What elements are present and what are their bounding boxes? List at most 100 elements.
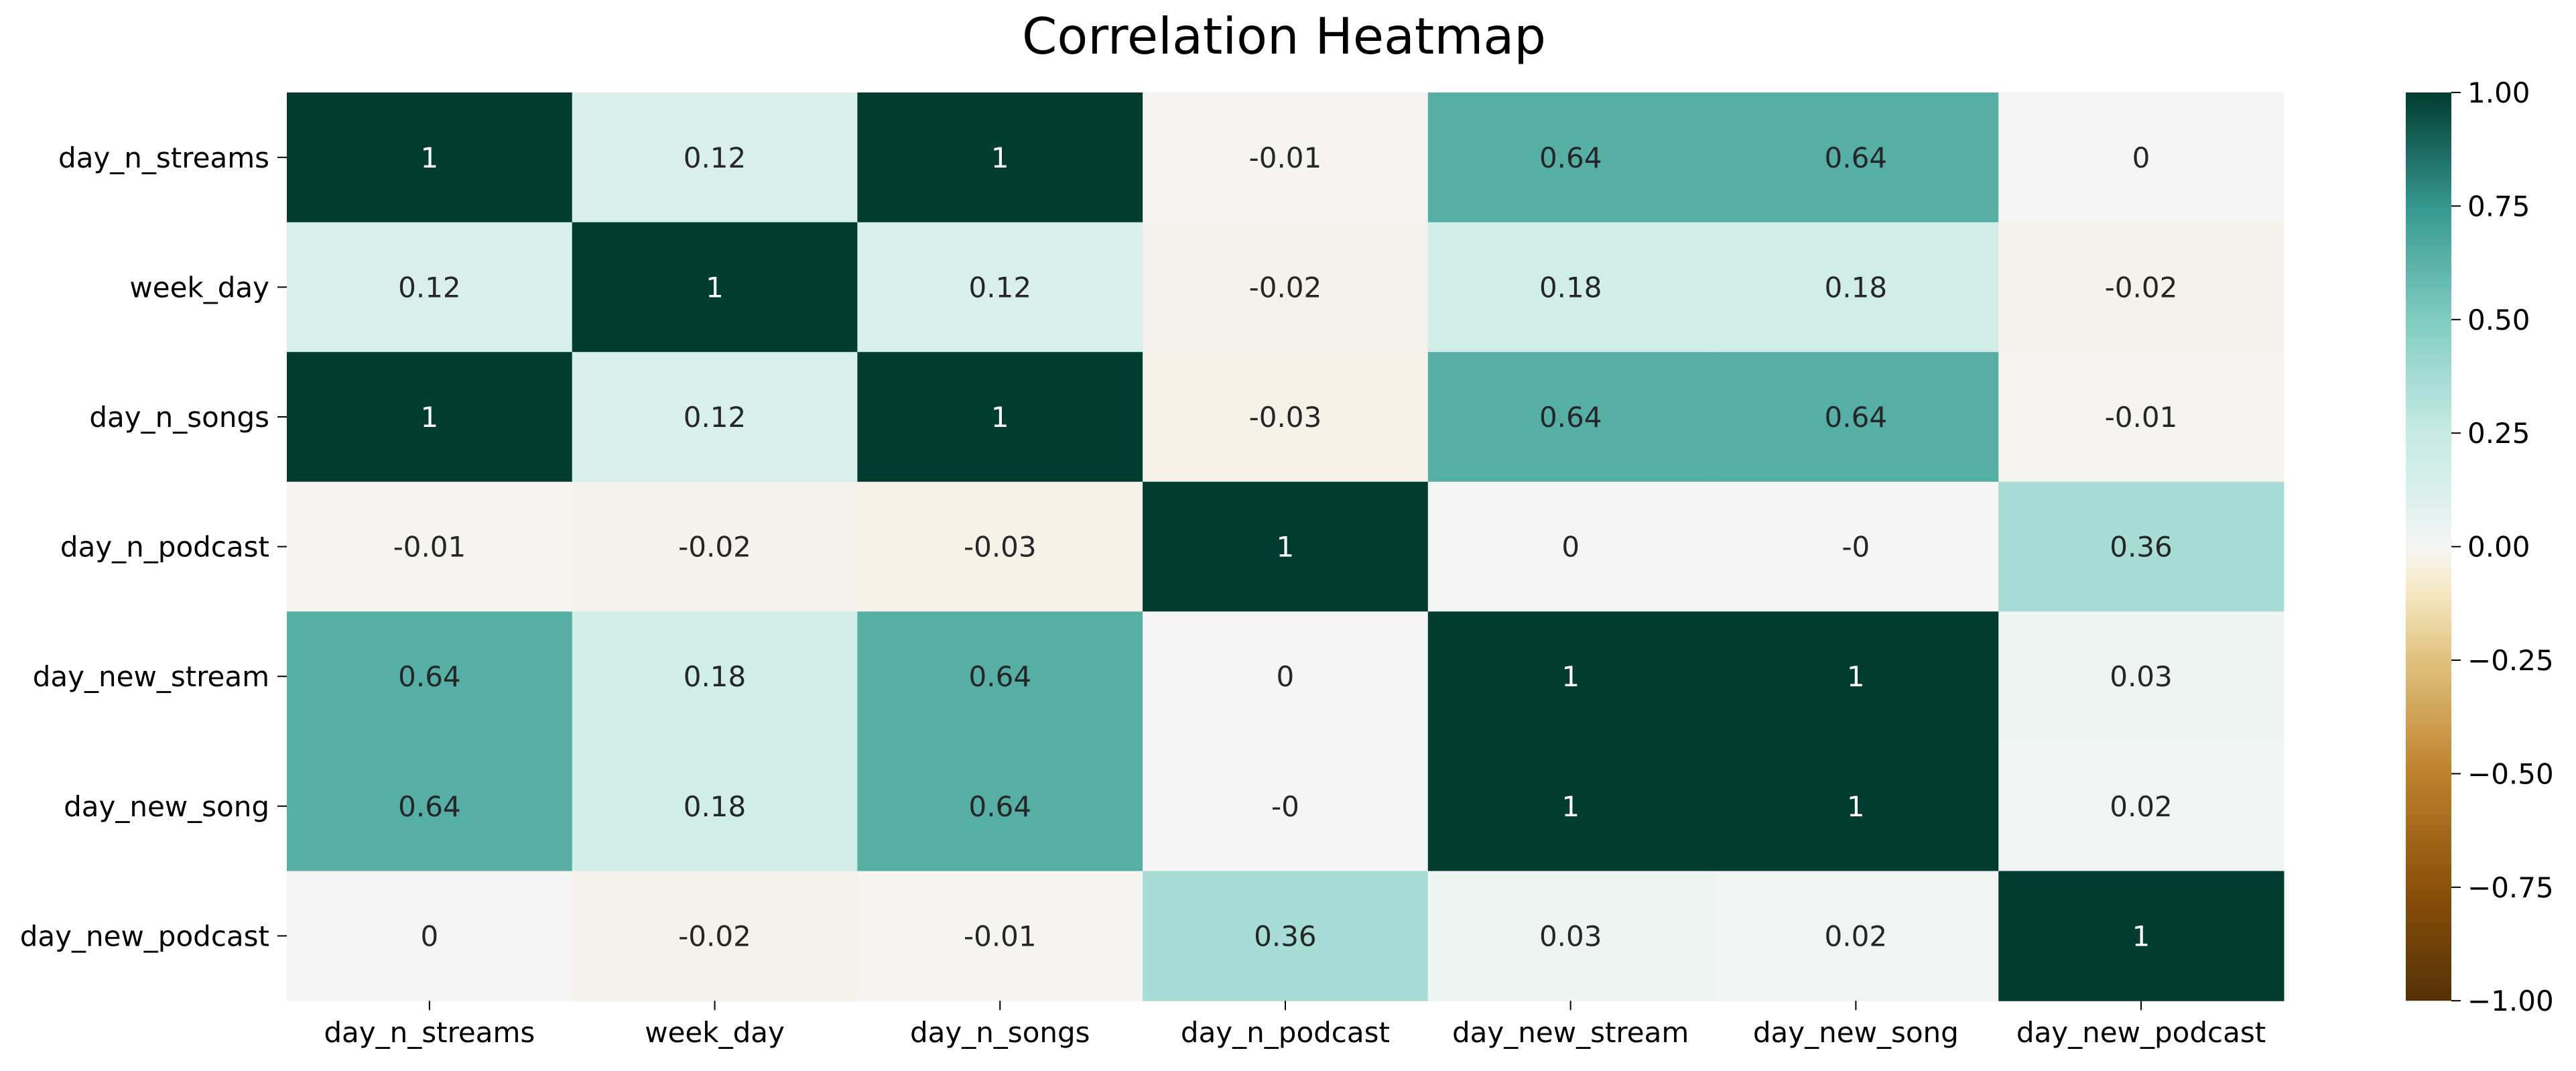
heatmap-cell-r2-c5 <box>1713 352 1999 483</box>
heatmap-cells: 1 0.12 1 -0.01 0.64 0.64 0 0.12 1 0.12 -0.02 0.18 0.… <box>287 92 2284 1001</box>
heatmap-cell-r3-c3 <box>1143 481 1429 612</box>
chart-title: Correlation Heatmap <box>1022 7 1546 66</box>
heatmap-cell-label-r6-c3: 0.36 <box>1254 920 1317 952</box>
heatmap-cell-label-r6-c0: 0 <box>421 920 439 952</box>
heatmap-cell-r1-c2 <box>857 222 1143 353</box>
heatmap-cell-label-r5-c5: 1 <box>1847 790 1865 823</box>
column-tick-label-day_n_podcast: day_n_podcast <box>1181 1016 1390 1049</box>
heatmap-cell-r1-c0 <box>287 222 573 353</box>
heatmap-cell-label-r6-c6: 1 <box>2132 920 2150 952</box>
heatmap-cell-r6-c1 <box>572 871 858 1001</box>
heatmap-cell-r5-c2 <box>857 741 1143 872</box>
row-tick-label-day_new_stream: day_new_stream <box>33 660 269 693</box>
heatmap-cell-label-r0-c2: 1 <box>991 141 1009 174</box>
heatmap-cell-label-r1-c2: 0.12 <box>969 271 1032 304</box>
heatmap-cell-label-r0-c3: -0.01 <box>1249 141 1322 174</box>
column-tick-label-week_day: week_day <box>645 1016 785 1049</box>
heatmap-cell-r6-c3 <box>1143 871 1429 1001</box>
heatmap-cell-r6-c6 <box>1998 871 2284 1001</box>
heatmap-cell-r6-c0 <box>287 871 573 1001</box>
heatmap-cell-r4-c4 <box>1427 611 1714 742</box>
heatmap-cell-r0-c4 <box>1427 92 1714 223</box>
heatmap-cell-r0-c6 <box>1998 92 2284 223</box>
heatmap-cell-r1-c4 <box>1427 222 1714 353</box>
heatmap-cell-r3-c1 <box>572 481 858 612</box>
heatmap-cell-r2-c3 <box>1143 352 1429 483</box>
colorbar-tick-label-7: −0.75 <box>2467 871 2554 904</box>
heatmap-cell-label-r4-c6: 0.03 <box>2110 660 2173 693</box>
heatmap-cell-label-r1-c1: 1 <box>706 271 724 304</box>
heatmap-cell-r2-c6 <box>1998 352 2284 483</box>
heatmap-cell-r3-c6 <box>1998 481 2284 612</box>
heatmap-cell-r5-c3 <box>1143 741 1429 872</box>
heatmap-cell-label-r4-c4: 1 <box>1561 660 1580 693</box>
colorbar-tick-label-3: 0.25 <box>2467 417 2530 450</box>
heatmap-cell-label-r5-c0: 0.64 <box>398 790 461 823</box>
heatmap-cell-label-r4-c0: 0.64 <box>398 660 461 693</box>
heatmap-cell-label-r1-c5: 0.18 <box>1825 271 1888 304</box>
heatmap-cell-r4-c1 <box>572 611 858 742</box>
heatmap-cell-r2-c0 <box>287 352 573 483</box>
heatmap-cell-label-r4-c3: 0 <box>1277 660 1295 693</box>
heatmap-cell-label-r4-c5: 1 <box>1847 660 1865 693</box>
colorbar-tick-label-1: 0.75 <box>2467 190 2530 223</box>
heatmap-cell-r0-c0 <box>287 92 573 223</box>
colorbar-tick-label-4: 0.00 <box>2467 531 2530 564</box>
colorbar-tick-label-2: 0.50 <box>2467 304 2530 336</box>
heatmap-cell-r1-c3 <box>1143 222 1429 353</box>
heatmap-cell-r0-c2 <box>857 92 1143 223</box>
heatmap-cell-r6-c2 <box>857 871 1143 1001</box>
heatmap-cell-r5-c1 <box>572 741 858 872</box>
heatmap-cell-r3-c2 <box>857 481 1143 612</box>
heatmap-cell-r2-c2 <box>857 352 1143 483</box>
heatmap-cell-label-r2-c3: -0.03 <box>1249 401 1322 434</box>
column-tick-label-day_n_songs: day_n_songs <box>910 1016 1090 1049</box>
colorbar-tick-label-0: 1.00 <box>2467 76 2530 109</box>
heatmap-cell-label-r2-c2: 1 <box>991 401 1009 434</box>
heatmap-cell-r6-c5 <box>1713 871 1999 1001</box>
heatmap-cell-r3-c4 <box>1427 481 1714 612</box>
heatmap-cell-label-r3-c0: -0.01 <box>393 531 466 564</box>
heatmap-cell-r5-c0 <box>287 741 573 872</box>
row-tick-label-day_n_songs: day_n_songs <box>89 401 269 434</box>
heatmap-cell-label-r2-c0: 1 <box>421 401 439 434</box>
heatmap-cell-label-r3-c1: -0.02 <box>678 531 751 564</box>
row-tick-label-day_n_streams: day_n_streams <box>58 141 269 174</box>
heatmap-cell-label-r3-c6: 0.36 <box>2110 531 2173 564</box>
heatmap-cell-label-r0-c6: 0 <box>2132 141 2150 174</box>
heatmap-cell-label-r2-c5: 0.64 <box>1825 401 1888 434</box>
heatmap-cell-label-r6-c1: -0.02 <box>678 920 751 952</box>
heatmap-cell-label-r5-c4: 1 <box>1561 790 1580 823</box>
heatmap-cell-r5-c5 <box>1713 741 1999 872</box>
heatmap-cell-r1-c5 <box>1713 222 1999 353</box>
heatmap-cell-label-r1-c6: -0.02 <box>2105 271 2178 304</box>
column-tick-label-day_new_song: day_new_song <box>1753 1016 1959 1049</box>
heatmap-cell-r1-c1 <box>572 222 858 353</box>
heatmap-cell-r0-c5 <box>1713 92 1999 223</box>
heatmap-cell-label-r6-c5: 0.02 <box>1825 920 1888 952</box>
heatmap-cell-r0-c1 <box>572 92 858 223</box>
heatmap-cell-label-r3-c2: -0.03 <box>964 531 1037 564</box>
heatmap-cell-label-r3-c5: -0 <box>1842 531 1870 564</box>
heatmap-cell-r0-c3 <box>1143 92 1429 223</box>
heatmap-cell-r2-c1 <box>572 352 858 483</box>
heatmap-cell-label-r2-c4: 0.64 <box>1539 401 1602 434</box>
heatmap-cell-label-r0-c5: 0.64 <box>1825 141 1888 174</box>
row-tick-label-day_new_song: day_new_song <box>64 790 269 823</box>
row-tick-labels: day_n_streams week_day day_n_songs day_n_po… <box>20 141 287 952</box>
heatmap-cell-label-r0-c0: 1 <box>421 141 439 174</box>
row-tick-label-week_day: week_day <box>129 271 269 304</box>
heatmap-cell-label-r1-c3: -0.02 <box>1249 271 1322 304</box>
heatmap-cell-label-r5-c1: 0.18 <box>684 790 747 823</box>
colorbar-tick-label-8: −1.00 <box>2467 985 2554 1017</box>
row-tick-label-day_new_podcast: day_new_podcast <box>20 920 269 952</box>
heatmap-cell-r5-c4 <box>1427 741 1714 872</box>
heatmap-cell-r1-c6 <box>1998 222 2284 353</box>
heatmap-cell-label-r3-c4: 0 <box>1561 531 1580 564</box>
column-tick-label-day_n_streams: day_n_streams <box>324 1016 535 1049</box>
heatmap-cell-label-r4-c2: 0.64 <box>969 660 1032 693</box>
heatmap-cell-label-r1-c0: 0.12 <box>398 271 461 304</box>
heatmap-cell-r4-c3 <box>1143 611 1429 742</box>
heatmap-cell-r4-c5 <box>1713 611 1999 742</box>
